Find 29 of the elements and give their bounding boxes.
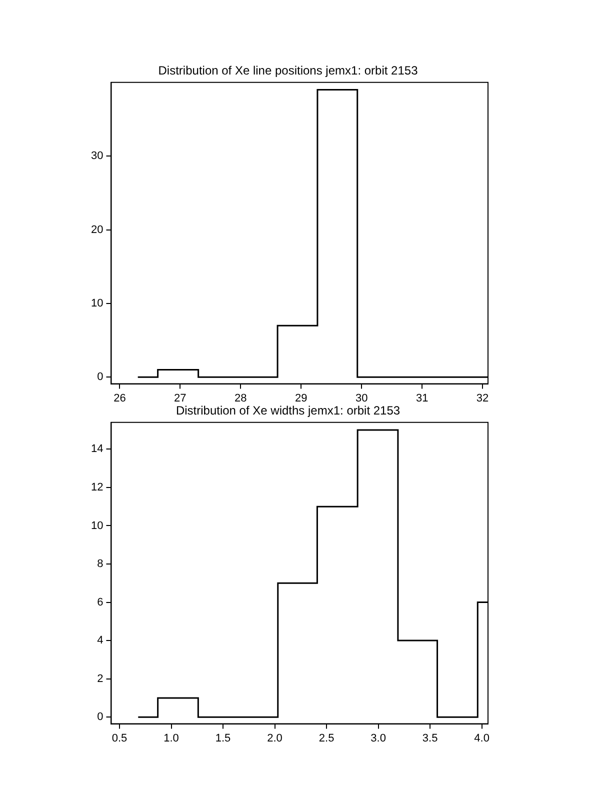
- y-tick-label: 12: [90, 481, 104, 494]
- x-tick-label: 3.5: [422, 732, 438, 744]
- chart-title: Distribution of Xe line positions jemx1: orbit 2153: [158, 64, 418, 78]
- y-tick-label: 0: [97, 371, 104, 384]
- x-tick-label: 26: [114, 392, 126, 404]
- x-tick-label: 2.0: [267, 732, 282, 744]
- x-tick-label: 4.0: [474, 732, 490, 744]
- x-tick-label: 31: [416, 392, 428, 404]
- x-tick-label: 28: [234, 392, 247, 404]
- x-tick-label: 32: [476, 392, 489, 404]
- x-tick-label: 0.5: [112, 732, 128, 744]
- x-tick-label: 1.0: [164, 732, 179, 744]
- y-tick-label: 8: [97, 558, 104, 570]
- y-tick-label: 10: [90, 520, 104, 532]
- x-tick-label: 30: [355, 392, 368, 404]
- y-tick-label: 4: [97, 634, 104, 647]
- y-tick-label: 6: [97, 596, 104, 608]
- chart-title: Distribution of Xe widths jemx1: orbit 2153: [176, 404, 400, 418]
- x-tick-label: 2.5: [318, 732, 334, 744]
- y-tick-label: 10: [90, 298, 104, 310]
- y-tick-label: 30: [90, 150, 104, 162]
- x-tick-label: 29: [295, 392, 308, 404]
- x-tick-label: 27: [174, 392, 186, 404]
- y-tick-label: 20: [90, 224, 104, 236]
- y-tick-label: 14: [90, 443, 104, 456]
- x-tick-label: 3.0: [370, 732, 386, 744]
- x-tick-label: 1.5: [215, 732, 231, 744]
- y-tick-label: 0: [97, 711, 104, 724]
- y-tick-label: 2: [97, 672, 104, 685]
